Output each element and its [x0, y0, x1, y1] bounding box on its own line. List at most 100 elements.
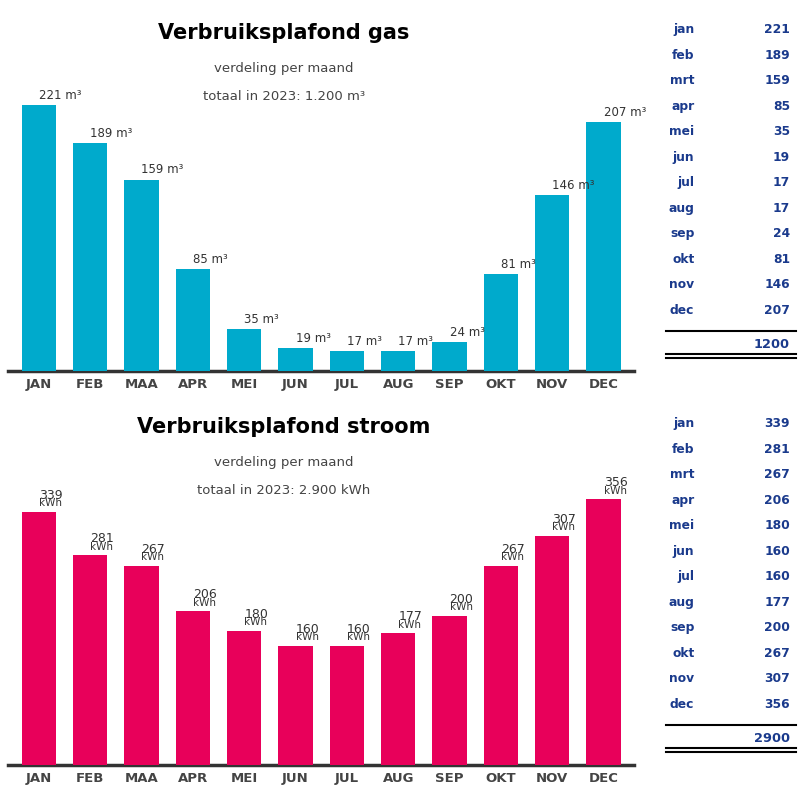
- Text: verdeling per maand: verdeling per maand: [214, 62, 354, 75]
- Bar: [176, 612, 210, 765]
- Text: 35 m³: 35 m³: [244, 313, 279, 326]
- Text: 207 m³: 207 m³: [603, 106, 646, 119]
- Text: mrt: mrt: [670, 75, 694, 87]
- Text: kWh: kWh: [295, 633, 318, 642]
- Text: 160: 160: [295, 623, 319, 636]
- Text: 81: 81: [773, 253, 790, 266]
- Text: feb: feb: [672, 49, 694, 62]
- Bar: [124, 180, 159, 371]
- Text: kWh: kWh: [552, 522, 575, 532]
- Bar: [433, 615, 467, 765]
- Text: kWh: kWh: [193, 598, 215, 608]
- Text: mrt: mrt: [670, 469, 694, 481]
- Text: aug: aug: [669, 596, 694, 608]
- Bar: [279, 645, 313, 765]
- Text: 307: 307: [764, 672, 790, 685]
- Text: feb: feb: [672, 443, 694, 456]
- Text: 17 m³: 17 m³: [398, 334, 433, 348]
- Text: 177: 177: [398, 610, 422, 623]
- Text: kWh: kWh: [398, 619, 421, 630]
- Text: totaal in 2023: 2.900 kWh: totaal in 2023: 2.900 kWh: [197, 484, 370, 497]
- Text: totaal in 2023: 1.200 m³: totaal in 2023: 1.200 m³: [203, 90, 365, 103]
- Bar: [73, 555, 108, 765]
- Text: 146 m³: 146 m³: [552, 179, 595, 192]
- Text: kWh: kWh: [449, 602, 472, 612]
- Text: 221 m³: 221 m³: [39, 89, 81, 102]
- Text: 19: 19: [773, 151, 790, 164]
- Text: 146: 146: [764, 278, 790, 291]
- Text: jul: jul: [678, 177, 694, 189]
- Text: jun: jun: [673, 545, 694, 558]
- Bar: [22, 512, 56, 765]
- Text: 207: 207: [764, 304, 790, 316]
- Text: jul: jul: [678, 570, 694, 583]
- Text: 200: 200: [449, 593, 473, 606]
- Text: 180: 180: [764, 519, 790, 532]
- Text: kWh: kWh: [90, 542, 113, 552]
- Text: mei: mei: [670, 519, 694, 532]
- Text: 356: 356: [764, 698, 790, 710]
- Text: jan: jan: [673, 24, 694, 36]
- Bar: [227, 329, 262, 371]
- Bar: [381, 633, 416, 765]
- Text: 24: 24: [773, 227, 790, 240]
- Text: 356: 356: [603, 476, 627, 489]
- Text: 17: 17: [772, 202, 790, 215]
- Text: 17: 17: [772, 177, 790, 189]
- Bar: [381, 351, 416, 371]
- Bar: [587, 122, 621, 371]
- Text: okt: okt: [672, 647, 694, 659]
- Text: 85 m³: 85 m³: [193, 253, 227, 265]
- Bar: [227, 630, 262, 765]
- Bar: [22, 105, 56, 371]
- Text: 206: 206: [193, 588, 216, 601]
- Text: dec: dec: [670, 304, 694, 316]
- Text: Verbruiksplafond stroom: Verbruiksplafond stroom: [137, 417, 430, 437]
- Text: mei: mei: [670, 126, 694, 138]
- Text: kWh: kWh: [501, 553, 524, 562]
- Text: 189: 189: [764, 49, 790, 62]
- Text: 267: 267: [764, 469, 790, 481]
- Text: sep: sep: [670, 227, 694, 240]
- Text: 24 m³: 24 m³: [449, 327, 484, 339]
- Text: dec: dec: [670, 698, 694, 710]
- Text: 17 m³: 17 m³: [347, 334, 382, 348]
- Text: verdeling per maand: verdeling per maand: [214, 456, 354, 469]
- Text: 160: 160: [347, 623, 370, 636]
- Text: 206: 206: [764, 494, 790, 507]
- Text: kWh: kWh: [141, 553, 164, 562]
- Text: 281: 281: [764, 443, 790, 456]
- Text: kWh: kWh: [603, 486, 626, 495]
- Text: jan: jan: [673, 418, 694, 430]
- Text: 19 m³: 19 m³: [295, 332, 330, 345]
- Text: 267: 267: [141, 542, 165, 556]
- Text: Verbruiksplafond gas: Verbruiksplafond gas: [158, 23, 409, 43]
- Text: 160: 160: [764, 545, 790, 558]
- Bar: [535, 195, 570, 371]
- Text: 267: 267: [501, 542, 524, 556]
- Text: 281: 281: [90, 532, 114, 545]
- Text: sep: sep: [670, 621, 694, 634]
- Text: okt: okt: [672, 253, 694, 266]
- Text: 35: 35: [773, 126, 790, 138]
- Bar: [124, 565, 159, 765]
- Text: kWh: kWh: [347, 633, 369, 642]
- Text: 160: 160: [764, 570, 790, 583]
- Text: 189 m³: 189 m³: [90, 127, 132, 141]
- Text: 267: 267: [764, 647, 790, 659]
- Text: kWh: kWh: [244, 618, 267, 627]
- Bar: [176, 269, 210, 371]
- Text: 1200: 1200: [754, 338, 790, 351]
- Text: aug: aug: [669, 202, 694, 215]
- Text: 339: 339: [764, 418, 790, 430]
- Bar: [535, 535, 570, 765]
- Text: nov: nov: [670, 672, 694, 685]
- Bar: [73, 144, 108, 371]
- Bar: [433, 342, 467, 371]
- Text: 221: 221: [764, 24, 790, 36]
- Text: 200: 200: [764, 621, 790, 634]
- Text: apr: apr: [671, 100, 694, 113]
- Text: 159 m³: 159 m³: [141, 163, 184, 177]
- Bar: [587, 499, 621, 765]
- Text: 85: 85: [773, 100, 790, 113]
